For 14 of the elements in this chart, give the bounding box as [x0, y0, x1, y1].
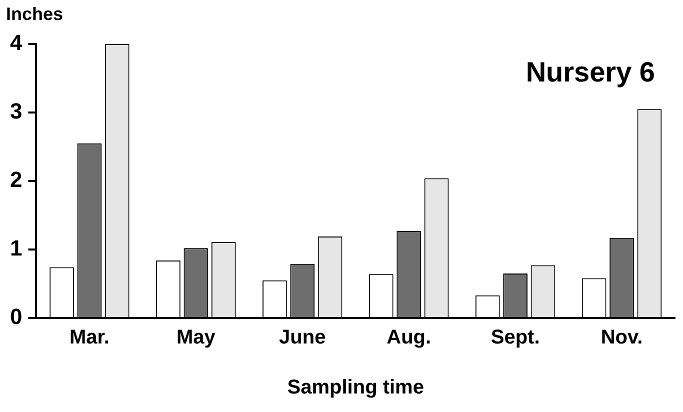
y-tick-label: 0 [10, 304, 22, 330]
y-tick-label: 2 [10, 167, 22, 192]
x-tick-label: Nov. [600, 326, 643, 349]
x-tick-label: Aug. [386, 326, 432, 349]
text: Nursery 6 [526, 56, 655, 88]
y-tick-label: 3 [10, 98, 22, 124]
x-tick-label: June [279, 326, 326, 349]
x-axis-title: Sampling time [287, 376, 424, 399]
x-tick-label: Sept. [490, 326, 540, 349]
y-tick-label: 4 [10, 30, 23, 56]
y-axis-title: Inches [6, 4, 64, 24]
y-tick-label: 1 [10, 236, 22, 261]
x-tick-label: May [176, 326, 216, 349]
x-tick-label: Mar. [69, 326, 110, 349]
